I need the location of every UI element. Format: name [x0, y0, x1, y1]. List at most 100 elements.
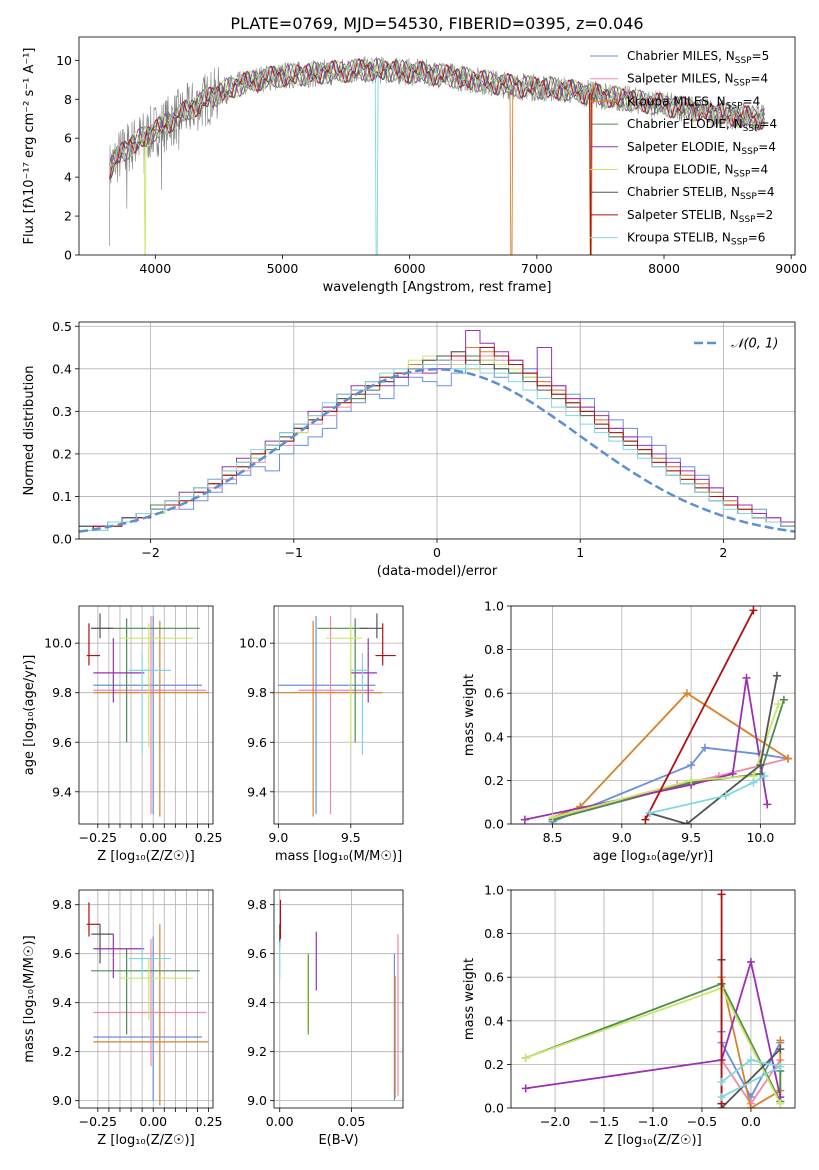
x-tick-label: 9.5	[681, 830, 701, 845]
axes-frame	[510, 889, 796, 1109]
tick-marks: 8.5 9.0 9.5 10.0 0.0 0.2 0.4 0.6 0.8 1.0	[484, 599, 774, 846]
x-tick-label: 9.0	[268, 830, 288, 845]
plot-area	[109, 56, 765, 255]
series-kroupa-stelib	[717, 1056, 785, 1102]
legend-entry-kroupa-elodie: Kroupa ELODIE, NSSP=4	[627, 163, 768, 180]
errorbar-kroupa-elodie	[119, 623, 194, 748]
y-tick-label: 0.6	[484, 686, 504, 701]
y-tick-label: 0.4	[484, 729, 504, 744]
series-line	[649, 775, 765, 814]
errorbar-salpeter-miles	[298, 615, 375, 815]
histogram-chabrier-miles	[79, 359, 795, 531]
legend-subscript: SSP	[741, 147, 758, 157]
legend-text: Kroupa MILES, N	[627, 94, 726, 108]
y-tick-label: 9.6	[247, 735, 267, 750]
tick-marks: 0.00 0.05 9.0 9.2 9.4 9.6 9.8	[247, 897, 365, 1129]
panel-age-vs-mass: 9.0 9.5 9.4 9.6 9.8 10.0 mass [log₁₀(M/M☉)]	[239, 605, 404, 864]
x-tick-label: 1	[576, 545, 584, 560]
tick-marks: 4000 5000 6000 7000 8000 9000 0 2 4 6 8 10	[56, 53, 807, 276]
x-tick-label: 9.0	[612, 830, 632, 845]
x-tick-label: 8.5	[543, 830, 563, 845]
legend-count: =4	[743, 94, 761, 108]
legend-count: =5	[752, 49, 770, 63]
figure-title: PLATE=0769, MJD=54530, FIBERID=0395, z=0…	[230, 14, 643, 33]
series-kroupa-stelib	[645, 772, 769, 818]
errorbar-kroupa-stelib	[350, 653, 370, 755]
y-tick-label: 2	[64, 209, 72, 224]
tick-marks: −2.0 −1.5 −1.0 −0.5 0.0 0.0 0.2 0.4 0.6 0.8 1.0	[484, 883, 761, 1130]
y-tick-label: 0	[64, 248, 72, 263]
y-tick-label: 0.8	[484, 926, 504, 941]
legend-count: =6	[748, 231, 766, 245]
x-tick-label: 0.25	[195, 830, 223, 845]
x-tick-label: 6000	[394, 261, 426, 276]
errorbar-kroupa-elodie	[119, 958, 194, 1020]
legend-entry-kroupa-stelib: Kroupa STELIB, NSSP=6	[627, 231, 765, 248]
legend-subscript: SSP	[739, 215, 756, 225]
legend-count: =4	[758, 140, 776, 154]
x-tick-label: −0.5	[687, 1114, 717, 1129]
panel-mass-vs-ebv: 0.00 0.05 9.0 9.2 9.4 9.6 9.8 E(B-V)	[247, 889, 404, 1148]
axes-frame	[78, 889, 214, 1109]
errorbar-kroupa-stelib	[128, 946, 171, 979]
x-tick-label: −2.0	[540, 1114, 570, 1129]
y-tick-label: 9.8	[247, 897, 267, 912]
y-tick-label: 10.0	[239, 636, 267, 651]
x-tick-label: −0.25	[79, 830, 117, 845]
axes-frame	[273, 889, 404, 1109]
y-tick-label: 0.2	[52, 446, 72, 461]
y-tick-label: 8	[64, 92, 72, 107]
legend-text: Salpeter MILES, N	[627, 72, 734, 86]
axes-frame	[273, 605, 404, 825]
y-tick-label: 9.0	[247, 1093, 267, 1108]
y-axis-label: mass [log₁₀(M/M☉)]	[22, 935, 37, 1062]
errorbar-chabrier-miles	[93, 615, 202, 815]
panel-residuals: −2 −1 0 1 2 0.0 0.1 0.2 0.3 0.4 0.5 (data-model)/er…	[22, 319, 796, 579]
x-tick-label: −1	[285, 545, 303, 560]
legend-entry-salpeter-elodie: Salpeter ELODIE, NSSP=4	[627, 140, 776, 157]
x-tick-label: −1.0	[638, 1114, 668, 1129]
panel-massweight-vs-age: 8.5 9.0 9.5 10.0 0.0 0.2 0.4 0.6 0.8 1.0 age [log₁…	[462, 599, 796, 864]
x-tick-label: 0.00	[139, 830, 167, 845]
x-tick-label: 9.5	[341, 830, 361, 845]
legend-text: Kroupa ELODIE, N	[627, 163, 734, 177]
y-tick-label: 9.6	[52, 735, 72, 750]
x-axis-label: age [log₁₀(age/yr)]	[593, 849, 714, 864]
x-tick-label: 0.00	[266, 1114, 294, 1129]
y-tick-label: 9.4	[247, 784, 267, 799]
y-tick-label: 0.2	[484, 773, 504, 788]
axes-frame	[510, 605, 796, 825]
x-tick-label: −2	[141, 545, 159, 560]
legend-count: =4	[757, 185, 775, 199]
errorbar-salpeter-miles	[93, 938, 207, 1067]
y-tick-label: 9.4	[247, 995, 267, 1010]
histogram-kroupa-stelib	[79, 359, 795, 531]
legend-count: =2	[756, 208, 774, 222]
errorbar-chabrier-miles	[93, 936, 202, 1101]
series-line	[721, 1059, 783, 1098]
x-tick-label: 0.00	[139, 1114, 167, 1129]
y-tick-label: 0.5	[52, 319, 72, 334]
panels: 4000 5000 6000 7000 8000 90000246810wavelengt…	[22, 36, 807, 1148]
plot-area	[86, 902, 209, 1106]
errorbar-kroupa-miles	[93, 924, 209, 1106]
x-tick-label: 9000	[775, 261, 807, 276]
spectrum-model-salpeter-elodie	[109, 58, 765, 166]
x-tick-label: 0.25	[195, 1114, 223, 1129]
legend-subscript: SSP	[734, 79, 751, 89]
y-tick-label: 4	[64, 170, 72, 185]
y-tick-label: 9.8	[52, 685, 72, 700]
y-tick-label: 1.0	[484, 599, 504, 614]
x-tick-label: −1.5	[589, 1114, 619, 1129]
grid-lines	[274, 890, 403, 1108]
x-tick-label: 0.0	[741, 1114, 761, 1129]
y-axis-label: mass weight	[462, 958, 477, 1040]
legend-entry-salpeter-stelib: Salpeter STELIB, NSSP=2	[627, 208, 773, 225]
plot-area	[279, 899, 399, 1101]
y-tick-label: 10	[56, 53, 72, 68]
y-axis-label: Flux [fλ10⁻¹⁷ erg cm⁻² s⁻¹ A⁻¹]	[22, 48, 37, 245]
y-tick-label: 9.6	[247, 946, 267, 961]
legend-text: Salpeter STELIB, N	[627, 208, 739, 222]
